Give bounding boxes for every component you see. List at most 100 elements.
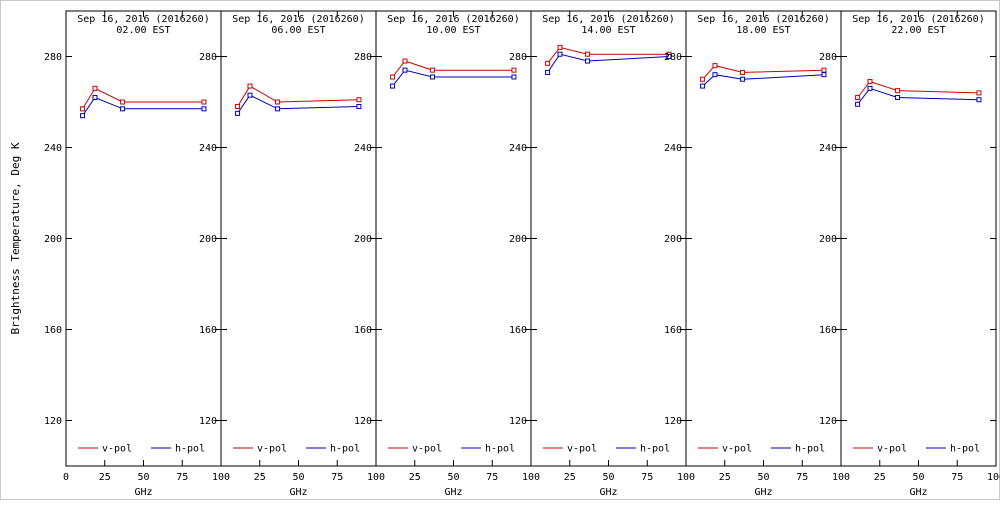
- y-tick-label: 160: [44, 325, 62, 336]
- series-marker-v-pol: [821, 67, 827, 73]
- series-marker-h-pol: [356, 104, 362, 110]
- panel-2: Sep 16, 2016 (2016260)06.00 EST 120 160 200…: [199, 10, 385, 498]
- y-tick-label: 200: [354, 234, 372, 245]
- x-tick-label: 25: [409, 472, 421, 483]
- y-tick-label: 200: [819, 234, 837, 245]
- series-line-v-pol: [702, 65, 825, 80]
- series-marker-v-pol: [120, 99, 126, 105]
- series-marker-v-pol: [201, 99, 207, 105]
- panel-subtitle: 02.00 EST: [116, 25, 170, 36]
- series-marker-h-pol: [275, 106, 281, 112]
- x-axis-label: GHz: [289, 487, 307, 498]
- series-marker-h-pol: [390, 83, 396, 89]
- series-marker-h-pol: [855, 101, 861, 107]
- series-marker-h-pol: [120, 106, 126, 112]
- series-line-v-pol: [547, 46, 669, 64]
- y-tick-label: 200: [44, 234, 62, 245]
- series-line-h-pol: [392, 69, 514, 87]
- series-marker-h-pol: [895, 94, 901, 100]
- series-marker-v-pol: [557, 44, 563, 50]
- series-marker-h-pol: [976, 97, 982, 103]
- panel-title: Sep 16, 2016 (2016260): [387, 14, 519, 25]
- y-tick-label: 160: [199, 325, 217, 336]
- panel-subtitle: 22.00 EST: [891, 25, 945, 36]
- y-tick-label: 160: [819, 325, 837, 336]
- y-tick-label: 160: [664, 325, 682, 336]
- panel-legend: v-pol h-pol: [853, 444, 980, 455]
- y-tick-label: 120: [44, 416, 62, 427]
- x-axis-label: GHz: [444, 487, 462, 498]
- series-marker-v-pol: [275, 99, 281, 105]
- y-tick-label: 120: [819, 416, 837, 427]
- series-line-h-pol: [857, 87, 980, 105]
- y-tick-label: 160: [354, 325, 372, 336]
- legend-label-h-pol: h-pol: [640, 444, 670, 455]
- panel-frame: [375, 10, 532, 467]
- series-marker-v-pol: [390, 74, 396, 80]
- panel-frame: [220, 10, 377, 467]
- series-marker-h-pol: [557, 51, 563, 57]
- x-tick-label: 75: [641, 472, 653, 483]
- y-tick-label: 240: [664, 143, 682, 154]
- x-tick-label: 25: [564, 472, 576, 483]
- y-axis-label: Brightness Temperature, Deg K: [9, 142, 22, 334]
- series-line-h-pol: [547, 53, 670, 73]
- series-marker-h-pol: [700, 83, 706, 89]
- series-marker-h-pol: [430, 74, 436, 80]
- panel-frame: [530, 10, 687, 467]
- panel-frame: [65, 10, 222, 467]
- series-line-v-pol: [392, 60, 514, 78]
- series-marker-v-pol: [712, 63, 718, 69]
- y-tick-label: 240: [354, 143, 372, 154]
- series-marker-h-pol: [545, 69, 551, 75]
- series-marker-h-pol: [740, 76, 746, 82]
- panel-subtitle: 14.00 EST: [581, 25, 635, 36]
- x-axis-label: GHz: [909, 487, 927, 498]
- series-marker-h-pol: [666, 54, 672, 59]
- x-axis-label: GHz: [754, 487, 772, 498]
- legend-label-v-pol: v-pol: [102, 444, 132, 455]
- series-marker-h-pol: [712, 72, 718, 78]
- y-tick-label: 280: [664, 52, 682, 63]
- y-tick-label: 240: [819, 143, 837, 154]
- series-marker-v-pol: [545, 60, 551, 66]
- series-marker-h-pol: [585, 58, 591, 64]
- series-marker-v-pol: [895, 88, 901, 94]
- panel-legend: v-pol h-pol: [78, 444, 205, 455]
- panel-legend: v-pol h-pol: [543, 444, 670, 455]
- legend-label-h-pol: h-pol: [950, 444, 980, 455]
- x-tick-label: 0: [63, 472, 69, 483]
- y-tick-label: 120: [199, 416, 217, 427]
- panel-title: Sep 16, 2016 (2016260): [232, 14, 364, 25]
- series-marker-h-pol: [511, 74, 517, 80]
- x-tick-label: 50: [602, 472, 614, 483]
- legend-label-v-pol: v-pol: [722, 444, 752, 455]
- series-line-v-pol: [237, 85, 359, 107]
- x-tick-label: 50: [912, 472, 924, 483]
- y-tick-label: 280: [199, 52, 217, 63]
- series-line-v-pol: [857, 80, 980, 98]
- legend-label-h-pol: h-pol: [485, 444, 515, 455]
- legend-label-v-pol: v-pol: [567, 444, 597, 455]
- panel-legend: v-pol h-pol: [388, 444, 515, 455]
- y-tick-label: 120: [509, 416, 527, 427]
- series-marker-h-pol: [80, 113, 86, 119]
- panel-title: Sep 16, 2016 (2016260): [852, 14, 984, 25]
- panel-1: Sep 16, 2016 (2016260)02.00 EST 120 160 200…: [44, 10, 230, 498]
- y-tick-label: 200: [199, 234, 217, 245]
- y-tick-label: 160: [509, 325, 527, 336]
- series-marker-v-pol: [402, 58, 408, 64]
- legend-label-h-pol: h-pol: [795, 444, 825, 455]
- y-tick-label: 240: [199, 143, 217, 154]
- x-axis-label: GHz: [134, 487, 152, 498]
- y-tick-label: 200: [664, 234, 682, 245]
- series-line-h-pol: [702, 74, 825, 87]
- panel-4: Sep 16, 2016 (2016260)14.00 EST 120 160 200…: [509, 10, 695, 498]
- series-marker-v-pol: [867, 79, 873, 85]
- series-marker-v-pol: [700, 76, 706, 82]
- x-tick-label: 25: [719, 472, 731, 483]
- panel-legend: v-pol h-pol: [698, 444, 825, 455]
- series-marker-h-pol: [201, 106, 207, 112]
- series-marker-v-pol: [247, 83, 253, 89]
